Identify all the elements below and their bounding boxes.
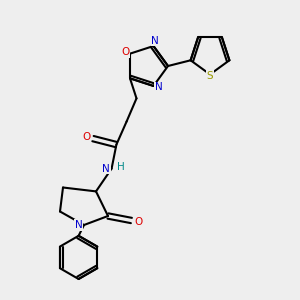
Text: O: O: [82, 132, 91, 142]
Text: N: N: [75, 220, 83, 230]
Text: N: N: [151, 36, 159, 46]
Text: H: H: [117, 162, 124, 172]
Text: O: O: [122, 47, 130, 57]
Text: N: N: [155, 82, 163, 92]
Text: N: N: [102, 164, 110, 174]
Text: O: O: [135, 217, 143, 227]
Text: S: S: [207, 71, 213, 81]
